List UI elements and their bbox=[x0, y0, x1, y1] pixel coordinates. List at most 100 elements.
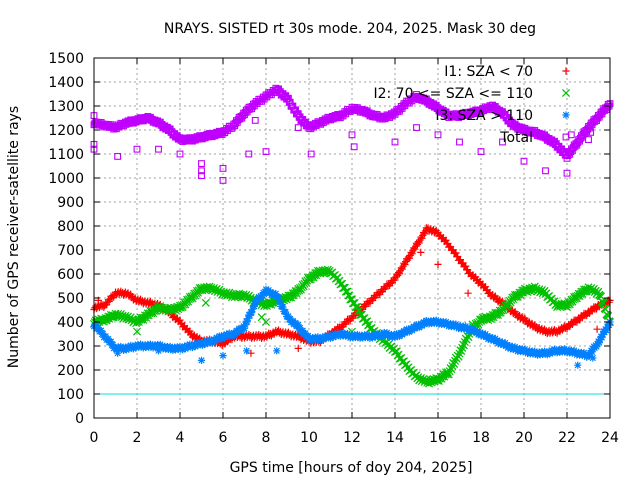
data-point-star bbox=[391, 333, 399, 342]
data-point-star bbox=[200, 338, 208, 346]
data-point-star bbox=[605, 321, 613, 329]
outlier-point-square bbox=[542, 167, 549, 175]
outlier-point-square bbox=[587, 128, 595, 136]
data-point-plus bbox=[407, 248, 415, 257]
x-tick-label: 14 bbox=[386, 430, 404, 446]
data-point-star bbox=[598, 333, 606, 342]
y-tick-label: 600 bbox=[57, 267, 84, 283]
data-point-plus bbox=[176, 316, 184, 324]
outlier-point-square bbox=[251, 116, 259, 124]
series-3 bbox=[90, 285, 614, 369]
outlier-point-square bbox=[219, 176, 227, 184]
data-point-star bbox=[225, 329, 233, 337]
data-point-star bbox=[208, 339, 216, 347]
data-point-square bbox=[284, 94, 292, 102]
data-point-star bbox=[246, 311, 254, 320]
outlier-point-plus bbox=[434, 260, 442, 268]
legend-marker-cross bbox=[561, 88, 571, 98]
data-point-star bbox=[284, 312, 292, 320]
x-tick-label: 18 bbox=[472, 430, 490, 446]
x-tick-label: 20 bbox=[515, 430, 533, 446]
data-point-star bbox=[405, 328, 413, 336]
outlier-point-square bbox=[198, 160, 205, 168]
outlier-point-square bbox=[499, 138, 506, 146]
data-layer bbox=[89, 84, 615, 388]
outlier-point-cross bbox=[132, 327, 142, 336]
data-point-star bbox=[545, 347, 553, 355]
outlier-point-plus bbox=[593, 325, 601, 333]
data-point-star bbox=[258, 291, 267, 299]
data-point-plus bbox=[417, 233, 425, 241]
data-point-star bbox=[211, 337, 219, 346]
data-point-star bbox=[279, 303, 287, 311]
y-tick-label: 1500 bbox=[48, 51, 84, 67]
y-axis-title: Number of GPS receiver-satellite rays bbox=[6, 106, 22, 368]
chart-title: NRAYS. SISTED rt 30s mode. 204, 2025. Ma… bbox=[164, 21, 536, 37]
data-point-star bbox=[180, 342, 189, 350]
data-point-star bbox=[408, 326, 416, 334]
data-point-plus bbox=[481, 283, 490, 291]
outlier-point-square bbox=[307, 150, 315, 158]
data-point-star bbox=[220, 331, 228, 339]
outlier-point-square bbox=[585, 136, 592, 144]
data-point-star bbox=[131, 341, 139, 349]
outlier-point-square bbox=[114, 152, 122, 160]
outlier-point-square bbox=[245, 150, 253, 158]
outlier-point-star bbox=[219, 352, 227, 360]
data-point-star bbox=[186, 340, 194, 348]
outlier-point-square bbox=[155, 145, 162, 153]
data-point-star bbox=[276, 298, 284, 306]
outlier-point-star bbox=[243, 347, 251, 355]
data-point-star bbox=[585, 352, 593, 360]
data-point-plus bbox=[394, 268, 403, 277]
data-point-star bbox=[188, 341, 196, 349]
x-tick-label: 12 bbox=[343, 430, 361, 446]
outlier-point-plus bbox=[417, 248, 425, 256]
data-point-star bbox=[257, 294, 266, 302]
data-point-square bbox=[604, 101, 612, 108]
outlier-point-square bbox=[434, 131, 442, 139]
data-point-star bbox=[321, 332, 329, 340]
outlier-point-square bbox=[198, 167, 205, 175]
outlier-point-cross bbox=[261, 317, 271, 327]
outlier-point-square bbox=[198, 172, 205, 180]
data-point-plus bbox=[404, 253, 413, 261]
outlier-point-square bbox=[294, 124, 302, 132]
legend-marker-star bbox=[562, 111, 570, 119]
x-tick-label: 16 bbox=[429, 430, 447, 446]
x-tick-label: 0 bbox=[90, 430, 99, 446]
y-tick-label: 800 bbox=[57, 219, 84, 235]
data-point-star bbox=[253, 298, 261, 306]
y-tick-label: 700 bbox=[57, 243, 84, 259]
outlier-point-plus bbox=[294, 344, 302, 352]
data-point-plus bbox=[414, 238, 422, 246]
data-point-star bbox=[218, 335, 226, 343]
data-point-star bbox=[127, 341, 135, 350]
series-4 bbox=[90, 84, 614, 184]
outlier-point-square bbox=[477, 148, 485, 156]
data-point-star bbox=[550, 345, 559, 353]
outlier-point-square bbox=[262, 148, 270, 156]
data-point-star bbox=[272, 290, 280, 298]
y-tick-label: 1200 bbox=[48, 123, 84, 139]
outlier-point-square bbox=[348, 131, 356, 139]
x-tick-label: 4 bbox=[176, 430, 185, 446]
y-tick-label: 400 bbox=[57, 315, 84, 331]
x-tick-label: 6 bbox=[219, 430, 228, 446]
data-point-plus bbox=[397, 264, 405, 272]
data-point-star bbox=[107, 337, 115, 346]
legend-label: I3: SZA > 110 bbox=[435, 108, 533, 124]
data-point-star bbox=[197, 339, 206, 347]
data-point-star bbox=[97, 326, 105, 335]
data-point-star bbox=[205, 336, 214, 344]
data-point-star bbox=[128, 342, 137, 350]
legend-marker-plus bbox=[562, 67, 570, 75]
y-tick-label: 900 bbox=[57, 195, 84, 211]
outlier-point-square bbox=[176, 150, 184, 158]
data-point-star bbox=[326, 332, 334, 340]
legend-label: I1: SZA < 70 bbox=[444, 64, 533, 80]
data-point-star bbox=[375, 330, 383, 339]
x-tick-label: 22 bbox=[558, 430, 576, 446]
y-tick-label: 1100 bbox=[48, 147, 84, 163]
